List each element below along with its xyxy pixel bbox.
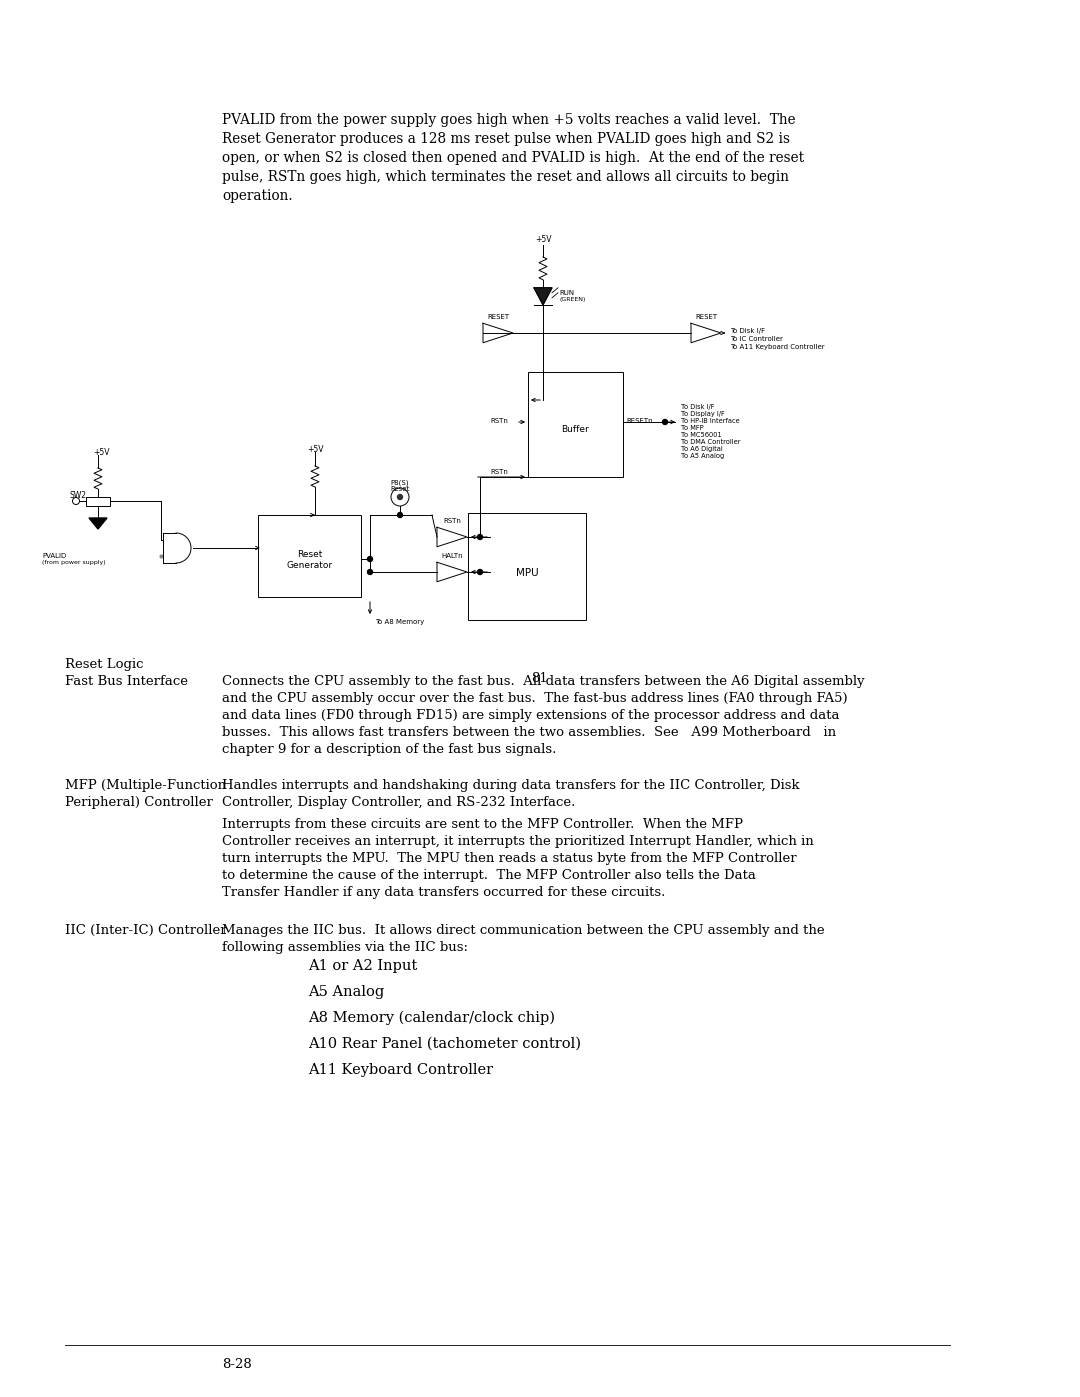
- Text: A8 Memory (calendar/clock chip): A8 Memory (calendar/clock chip): [308, 1011, 555, 1025]
- Text: To Display I/F: To Display I/F: [681, 411, 725, 416]
- Text: pulse, RSTn goes high, which terminates the reset and allows all circuits to beg: pulse, RSTn goes high, which terminates …: [222, 170, 789, 184]
- Text: To A6 Digital: To A6 Digital: [681, 446, 723, 453]
- Circle shape: [397, 513, 403, 517]
- Text: and the CPU assembly occur over the fast bus.  The fast-bus address lines (FA0 t: and the CPU assembly occur over the fast…: [222, 692, 848, 705]
- Text: IIC (Inter-IC) Controller: IIC (Inter-IC) Controller: [65, 923, 227, 937]
- Text: Reset: Reset: [390, 486, 409, 492]
- Text: To Disk I/F: To Disk I/F: [681, 404, 715, 409]
- Text: To MC56001: To MC56001: [681, 432, 721, 439]
- Text: PVALID from the power supply goes high when +5 volts reaches a valid level.  The: PVALID from the power supply goes high w…: [222, 113, 796, 127]
- Text: MFP (Multiple-Function: MFP (Multiple-Function: [65, 780, 226, 792]
- Text: Handles interrupts and handshaking during data transfers for the IIC Controller,: Handles interrupts and handshaking durin…: [222, 780, 799, 792]
- Circle shape: [397, 495, 403, 500]
- Text: RESETn: RESETn: [626, 418, 652, 425]
- Text: and data lines (FD0 through FD15) are simply extensions of the processor address: and data lines (FD0 through FD15) are si…: [222, 710, 839, 722]
- Text: RESET: RESET: [487, 314, 509, 320]
- Text: +5V: +5V: [93, 448, 109, 457]
- Text: operation.: operation.: [222, 189, 293, 203]
- Text: Controller, Display Controller, and RS-232 Interface.: Controller, Display Controller, and RS-2…: [222, 796, 576, 809]
- Text: P8(S): P8(S): [391, 479, 409, 486]
- Text: Reset Generator produces a 128 ms reset pulse when PVALID goes high and S2 is: Reset Generator produces a 128 ms reset …: [222, 131, 789, 147]
- Text: 81: 81: [531, 672, 549, 685]
- Text: RUN: RUN: [559, 289, 575, 296]
- Text: Connects the CPU assembly to the fast bus.  All data transfers between the A6 Di: Connects the CPU assembly to the fast bu…: [222, 675, 865, 687]
- Text: Buffer: Buffer: [562, 425, 590, 434]
- Text: A11 Keyboard Controller: A11 Keyboard Controller: [308, 1063, 494, 1077]
- Circle shape: [477, 570, 483, 574]
- Text: Manages the IIC bus.  It allows direct communication between the CPU assembly an: Manages the IIC bus. It allows direct co…: [222, 923, 825, 937]
- Text: +5V: +5V: [307, 446, 323, 454]
- Text: Transfer Handler if any data transfers occurred for these circuits.: Transfer Handler if any data transfers o…: [222, 886, 665, 900]
- Text: Reset Logic: Reset Logic: [65, 658, 144, 671]
- Text: Interrupts from these circuits are sent to the MFP Controller.  When the MFP: Interrupts from these circuits are sent …: [222, 819, 743, 831]
- Circle shape: [367, 556, 373, 562]
- Polygon shape: [534, 288, 552, 305]
- Text: 8-28: 8-28: [222, 1358, 252, 1370]
- Text: Peripheral) Controller: Peripheral) Controller: [65, 796, 213, 809]
- Text: to determine the cause of the interrupt.  The MFP Controller also tells the Data: to determine the cause of the interrupt.…: [222, 869, 756, 882]
- Polygon shape: [89, 518, 107, 529]
- Circle shape: [662, 419, 667, 425]
- Text: RESET: RESET: [694, 314, 717, 320]
- Bar: [86, 497, 110, 506]
- Text: A5 Analog: A5 Analog: [308, 985, 384, 999]
- Text: MPU: MPU: [515, 569, 538, 578]
- Bar: [468, 513, 586, 620]
- Text: (GREEN): (GREEN): [559, 296, 585, 302]
- Circle shape: [367, 570, 373, 574]
- Text: open, or when S2 is closed then opened and PVALID is high.  At the end of the re: open, or when S2 is closed then opened a…: [222, 151, 805, 165]
- Text: Reset: Reset: [297, 550, 322, 559]
- Text: RSTn: RSTn: [490, 418, 508, 425]
- Text: To A11 Keyboard Controller: To A11 Keyboard Controller: [730, 344, 825, 351]
- Text: Controller receives an interrupt, it interrupts the prioritized Interrupt Handle: Controller receives an interrupt, it int…: [222, 835, 813, 848]
- Circle shape: [477, 535, 483, 539]
- Text: To A5 Analog: To A5 Analog: [681, 453, 725, 460]
- Text: following assemblies via the IIC bus:: following assemblies via the IIC bus:: [222, 942, 468, 954]
- Text: PVALID: PVALID: [42, 553, 66, 559]
- Text: busses.  This allows fast transfers between the two assemblies.  See   A99 Mothe: busses. This allows fast transfers betwe…: [222, 726, 836, 739]
- Text: turn interrupts the MPU.  The MPU then reads a status byte from the MFP Controll: turn interrupts the MPU. The MPU then re…: [222, 852, 797, 865]
- Text: A10 Rear Panel (tachometer control): A10 Rear Panel (tachometer control): [308, 1037, 581, 1051]
- Bar: [528, 372, 623, 476]
- Text: Generator: Generator: [286, 562, 333, 570]
- Text: HALTn: HALTn: [442, 553, 463, 559]
- Text: To Disk I/F: To Disk I/F: [730, 328, 765, 334]
- Text: Fast Bus Interface: Fast Bus Interface: [65, 675, 188, 687]
- Text: RSTn: RSTn: [490, 469, 508, 475]
- Text: RSTn: RSTn: [443, 518, 461, 524]
- Bar: [258, 515, 361, 597]
- Text: To HP-IB Interface: To HP-IB Interface: [681, 418, 740, 425]
- Text: To DMA Controller: To DMA Controller: [681, 439, 741, 446]
- Text: SW2: SW2: [70, 490, 87, 500]
- Text: (from power supply): (from power supply): [42, 560, 106, 564]
- Text: To MFP: To MFP: [681, 425, 704, 432]
- Text: To IC Controller: To IC Controller: [730, 337, 783, 342]
- Text: To A8 Memory: To A8 Memory: [375, 619, 424, 624]
- Text: +5V: +5V: [535, 235, 551, 244]
- Text: A1 or A2 Input: A1 or A2 Input: [308, 958, 417, 972]
- Text: chapter 9 for a description of the fast bus signals.: chapter 9 for a description of the fast …: [222, 743, 556, 756]
